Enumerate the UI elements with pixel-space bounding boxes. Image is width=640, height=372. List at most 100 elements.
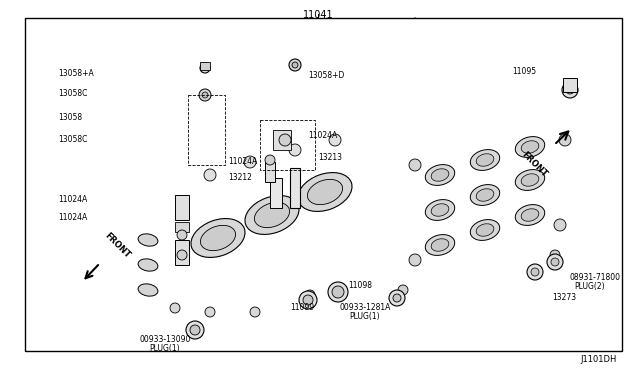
Circle shape [205,307,215,317]
Circle shape [398,285,408,295]
Ellipse shape [307,179,342,205]
Text: 13058: 13058 [58,113,82,122]
Text: 11024A: 11024A [308,131,337,140]
Ellipse shape [476,154,494,166]
Circle shape [292,62,298,68]
Circle shape [299,291,317,309]
Circle shape [265,155,275,165]
Polygon shape [128,255,365,315]
Ellipse shape [138,284,158,296]
Circle shape [202,92,208,98]
Text: FRONT: FRONT [520,150,549,179]
Ellipse shape [426,164,454,185]
Bar [290,168,300,208]
Circle shape [250,307,260,317]
Text: 13058+A: 13058+A [58,68,93,77]
Ellipse shape [245,196,299,234]
Ellipse shape [476,224,494,236]
Circle shape [332,286,344,298]
Text: 00933-1281A: 00933-1281A [339,304,390,312]
Circle shape [393,294,401,302]
Circle shape [190,325,200,335]
Text: 13058C: 13058C [58,89,88,97]
Circle shape [531,268,539,276]
Bar [25,18,622,351]
Circle shape [547,254,563,270]
Circle shape [177,250,187,260]
Text: J1101DH: J1101DH [580,356,617,365]
Circle shape [409,254,421,266]
Circle shape [200,63,210,73]
Ellipse shape [515,137,545,157]
Circle shape [389,290,405,306]
Ellipse shape [138,234,158,246]
Text: 11024A: 11024A [58,196,87,205]
Text: PLUG(1): PLUG(1) [150,344,180,353]
Ellipse shape [476,189,494,201]
Text: 11099: 11099 [290,304,314,312]
Text: 13058C: 13058C [58,135,88,144]
Polygon shape [395,130,590,295]
Text: 13058+D: 13058+D [308,71,344,80]
Circle shape [554,219,566,231]
Ellipse shape [431,204,449,216]
Polygon shape [120,140,365,215]
Circle shape [244,156,256,168]
Ellipse shape [255,202,289,228]
Bar [270,178,282,208]
Circle shape [562,82,578,98]
Circle shape [199,89,211,101]
Bar [563,78,577,92]
Ellipse shape [138,259,158,271]
Ellipse shape [515,170,545,190]
Ellipse shape [191,219,245,257]
Text: 00933-13090: 00933-13090 [140,336,191,344]
Ellipse shape [426,200,454,221]
Ellipse shape [431,239,449,251]
Ellipse shape [470,150,500,170]
Ellipse shape [515,205,545,225]
Bar [200,62,210,70]
Circle shape [170,303,180,313]
Ellipse shape [470,219,500,240]
Text: 11024A: 11024A [58,214,87,222]
Text: 11098: 11098 [348,280,372,289]
Circle shape [204,169,216,181]
Circle shape [328,282,348,302]
Ellipse shape [470,185,500,205]
Ellipse shape [200,225,236,251]
Bar [175,195,189,220]
Bar [175,240,189,265]
Text: 13212: 13212 [228,173,252,183]
Circle shape [566,86,574,94]
Circle shape [186,321,204,339]
Ellipse shape [426,235,454,256]
Circle shape [177,230,187,240]
Text: 11095: 11095 [512,67,536,77]
Text: 08931-71800: 08931-71800 [570,273,621,282]
Bar [265,162,275,182]
Polygon shape [120,200,165,315]
Circle shape [303,295,313,305]
Text: 11041: 11041 [303,10,333,20]
Circle shape [329,134,341,146]
Circle shape [551,258,559,266]
Bar [273,130,291,150]
Circle shape [289,59,301,71]
Ellipse shape [431,169,449,181]
Circle shape [409,159,421,171]
Ellipse shape [521,174,539,186]
Circle shape [305,290,315,300]
Text: FRONT: FRONT [103,231,132,260]
Polygon shape [125,155,365,315]
Circle shape [289,144,301,156]
Circle shape [527,264,543,280]
Circle shape [559,134,571,146]
Circle shape [550,250,560,260]
Text: 13213: 13213 [318,154,342,163]
Text: PLUG(2): PLUG(2) [574,282,605,292]
Ellipse shape [521,209,539,221]
Ellipse shape [521,141,539,153]
Circle shape [279,134,291,146]
Ellipse shape [298,173,352,211]
